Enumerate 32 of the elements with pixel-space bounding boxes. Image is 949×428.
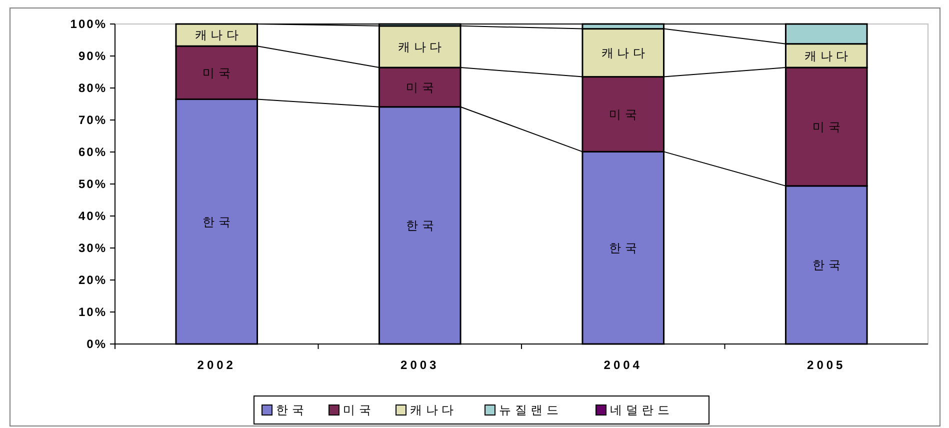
text: 미 국 <box>406 80 434 94</box>
text: 미 국 <box>812 120 840 134</box>
legend-label: 네 덜 란 드 <box>610 403 670 418</box>
legend-label: 뉴 질 랜 드 <box>499 403 558 418</box>
y-tick-label: 80% <box>78 81 107 96</box>
y-tick-label: 60% <box>78 145 107 160</box>
text: 캐 나 다 <box>804 48 848 63</box>
text: 미 국 <box>609 107 638 122</box>
y-tick-label: 10% <box>78 305 107 320</box>
y-tick-label: 50% <box>78 177 107 192</box>
y-tick-label: 20% <box>78 273 107 288</box>
text: 한 국 <box>406 218 434 233</box>
y-tick-label: 70% <box>78 113 107 128</box>
text: 한 국 <box>202 214 231 229</box>
text: 한 국 <box>812 258 840 272</box>
x-tick-label: 2005 <box>807 358 846 372</box>
x-tick-label: 2003 <box>400 358 440 372</box>
y-tick-label: 0% <box>86 337 107 352</box>
y-tick-label: 30% <box>78 241 107 256</box>
y-tick-label: 40% <box>78 209 107 224</box>
x-tick-label: 2004 <box>604 358 642 372</box>
legend-label: 캐 나 다 <box>410 403 454 418</box>
text: 미 국 <box>202 66 231 80</box>
text: 캐 나 다 <box>601 46 645 60</box>
y-tick-label: 90% <box>78 49 107 64</box>
text: 캐 나 다 <box>398 40 442 54</box>
text: 캐 나 다 <box>194 28 238 42</box>
text: 한 국 <box>609 241 638 256</box>
legend-label: 미 국 <box>343 403 371 418</box>
legend-label: 한 국 <box>276 403 304 418</box>
x-tick-label: 2002 <box>197 358 236 372</box>
y-tick-label: 100% <box>70 17 107 32</box>
